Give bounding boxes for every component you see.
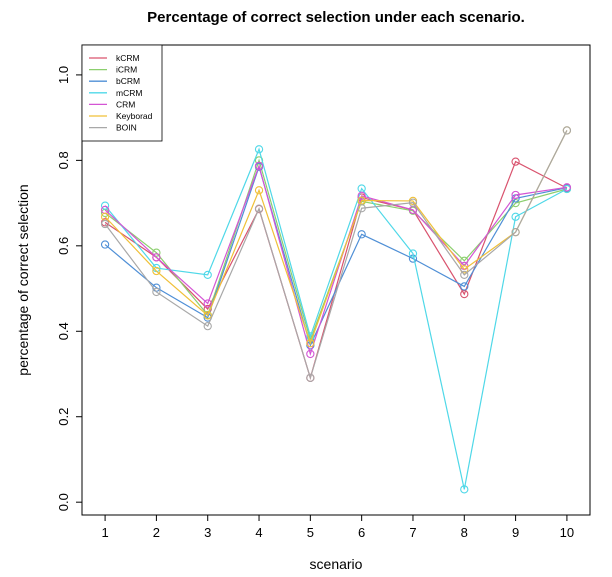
data-point — [152, 248, 161, 257]
data-point — [562, 183, 572, 192]
chart-title: Percentage of correct selection under ea… — [147, 9, 525, 26]
x-tick-label: 7 — [409, 525, 416, 540]
legend-label: Keyborad — [116, 111, 153, 121]
data-point — [511, 190, 520, 200]
data-point — [100, 219, 110, 229]
series-line — [104, 147, 568, 490]
x-tick-label: 4 — [255, 525, 262, 540]
series-line — [104, 130, 568, 346]
series-mcrm — [100, 145, 572, 494]
data-point — [460, 282, 469, 291]
data-point — [408, 249, 418, 258]
x-axis-label: scenario — [310, 556, 363, 572]
data-point — [100, 201, 110, 210]
legend-label: bCRM — [116, 76, 140, 86]
data-point — [203, 270, 212, 280]
data-point — [152, 253, 161, 262]
legend-label: BOIN — [116, 123, 137, 133]
data-point — [203, 304, 212, 314]
x-tick-label: 8 — [461, 525, 468, 540]
y-tick-label: 0.6 — [56, 237, 71, 255]
x-tick-label: 2 — [153, 525, 160, 540]
x-tick-label: 3 — [204, 525, 211, 540]
data-point — [152, 266, 161, 276]
x-axis: 1 2 3 4 5 6 7 8 9 10 — [101, 515, 574, 540]
series-crm — [100, 161, 572, 359]
data-point — [152, 287, 161, 297]
series-line — [104, 130, 568, 380]
data-point — [511, 227, 520, 237]
legend-label: kCRM — [116, 53, 140, 63]
x-tick-label: 1 — [101, 525, 108, 540]
data-point — [357, 230, 366, 239]
data-point — [562, 126, 572, 135]
data-point — [306, 349, 315, 359]
data-point — [357, 204, 366, 213]
series-keyborad — [100, 126, 572, 348]
series-line — [104, 164, 568, 348]
legend-label: mCRM — [116, 88, 142, 98]
series-bcrm — [100, 162, 572, 350]
data-point — [460, 270, 469, 280]
data-point — [408, 198, 418, 207]
x-tick-label: 6 — [358, 525, 365, 540]
data-point — [254, 161, 264, 171]
data-point — [254, 145, 264, 154]
y-axis: 0.0 0.2 0.4 0.6 0.8 1.0 — [56, 66, 82, 511]
y-tick-label: 0.8 — [56, 151, 71, 169]
data-point — [100, 240, 110, 249]
data-point — [254, 186, 264, 195]
y-tick-label: 0.0 — [56, 493, 71, 511]
series-layer — [100, 126, 572, 494]
y-tick-label: 1.0 — [56, 66, 71, 84]
data-point — [203, 311, 212, 320]
series-boin — [100, 126, 572, 382]
x-tick-label: 9 — [512, 525, 519, 540]
series-line — [104, 163, 567, 357]
data-point — [460, 485, 469, 494]
x-tick-label: 5 — [307, 525, 314, 540]
data-point — [306, 339, 315, 348]
legend-label: iCRM — [116, 65, 137, 75]
data-point — [357, 191, 366, 200]
y-tick-label: 0.2 — [56, 408, 71, 426]
x-tick-label: 10 — [560, 525, 574, 540]
data-point — [203, 299, 212, 308]
data-point — [511, 157, 520, 166]
series-icrm — [100, 156, 572, 344]
data-point — [306, 373, 315, 382]
plot-frame — [81, 44, 591, 516]
data-point — [254, 204, 264, 213]
legend-label: CRM — [116, 99, 135, 109]
data-point — [511, 212, 520, 221]
data-point — [203, 321, 212, 331]
y-tick-label: 0.4 — [56, 322, 71, 340]
y-axis-label: percentage of correct selection — [15, 184, 31, 375]
